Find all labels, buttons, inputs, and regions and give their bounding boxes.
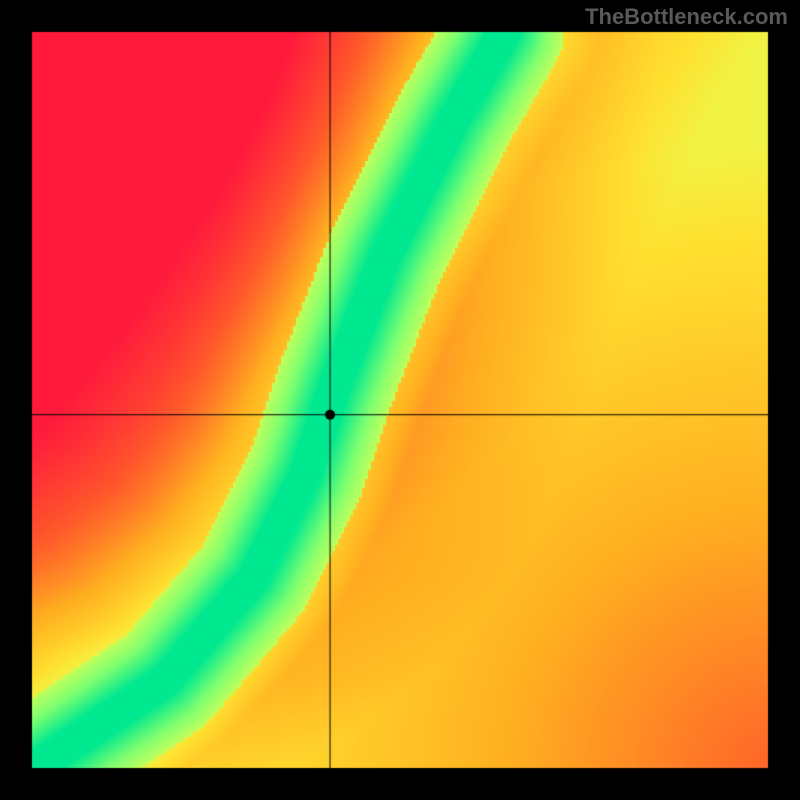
- watermark-text: TheBottleneck.com: [585, 4, 788, 30]
- chart-container: TheBottleneck.com: [0, 0, 800, 800]
- heatmap-canvas: [0, 0, 800, 800]
